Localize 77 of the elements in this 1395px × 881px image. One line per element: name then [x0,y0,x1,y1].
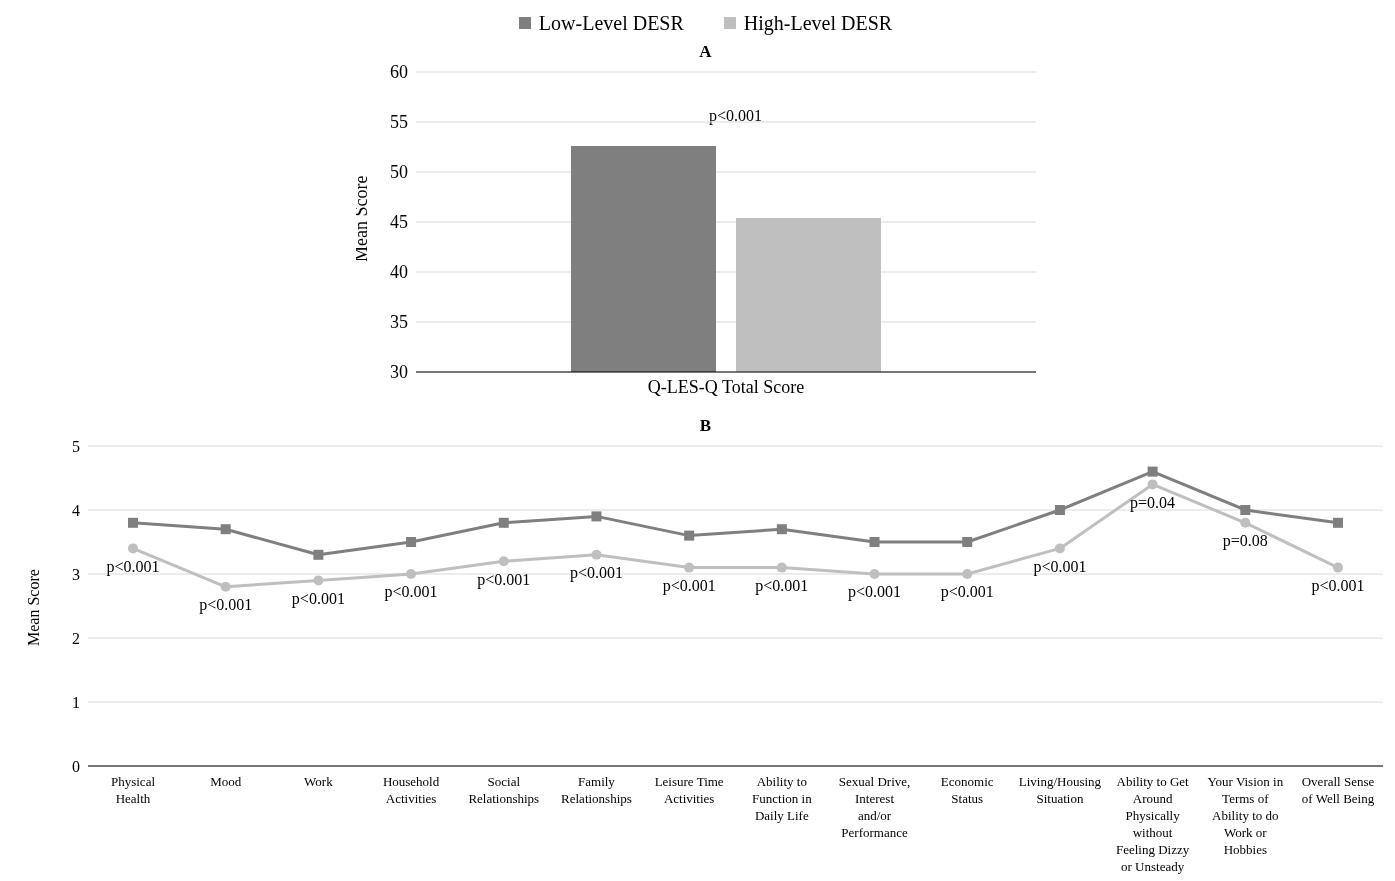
y-tick-label: 2 [72,629,80,647]
y-tick-label: 40 [389,262,408,283]
x-tick-label: Mood [210,774,242,789]
annotation: p=0.08 [1222,532,1268,551]
legend-label: Low-Level DESR [538,11,684,35]
y-tick-label: 0 [72,757,80,775]
annotation: p<0.001 [291,589,345,608]
y-axis-title: Mean Score [350,175,371,262]
y-tick-label: 45 [389,212,408,233]
x-tick-label: Economic Status [940,774,994,806]
y-tick-label: 4 [72,501,80,519]
x-tick-label: Ability to Get Around Physically without Feeling Dizzy or Unsteady [1115,774,1190,874]
annotation: p<0.001 [848,583,902,602]
point [1333,562,1343,573]
annotation: p<0.001 [384,583,438,602]
point [1054,543,1065,554]
x-tick-label: Physical Health [110,774,156,806]
y-tick-label: 30 [389,362,408,383]
point [313,549,324,560]
point [684,530,695,541]
x-tick-label: Ability to Function in Daily Life [752,774,813,823]
x-tick-label: Family Relationships [561,774,632,806]
x-tick-label: Social Relationships [468,774,540,806]
point [406,537,417,547]
point [128,543,138,554]
annotation: p<0.001 [569,564,623,583]
chart-title: B [699,416,712,436]
point [1054,505,1065,515]
annotation: p<0.001 [477,570,531,589]
x-tick-label: Work [304,774,334,789]
x-tick-label: Leisure Time Activities [654,774,724,806]
y-tick-label: 3 [72,565,80,583]
point [776,562,787,573]
annotation: p<0.001 [755,576,809,595]
point [1147,466,1158,477]
x-tick-label: Household Activities [382,774,440,806]
y-tick-label: 50 [389,162,408,183]
chart-title: A [699,42,712,62]
y-tick-label: 35 [389,312,408,333]
x-tick-label: Overall Sense of Well Being [1301,774,1375,806]
point [684,562,695,573]
x-tick-label: Living/Housing Situation [1018,774,1102,806]
x-tick-label: Q-LES-Q Total Score [647,376,804,397]
annotation: p<0.001 [1311,576,1365,595]
point [406,569,417,579]
point [313,575,324,586]
annotation: p<0.001 [106,557,160,576]
point [498,556,509,567]
x-tick-label: Sexual Drive, Interest and/or Performance [838,774,911,840]
point [128,517,138,528]
annotation: p=0.04 [1130,493,1176,512]
legend-label: High-Level DESR [743,11,893,35]
point [962,569,973,579]
annotation: p<0.001 [708,107,763,124]
point [869,537,880,547]
point [591,511,602,522]
point [962,537,973,547]
y-tick-label: 1 [72,693,80,711]
point [591,549,602,560]
y-axis-title: Mean Score [24,569,42,646]
point [869,569,880,579]
point [776,524,787,535]
annotation: p<0.001 [199,596,253,615]
point [220,524,231,535]
y-tick-label: 55 [389,112,408,133]
point [1333,517,1343,528]
point [1147,479,1158,490]
point [498,517,509,528]
point [220,581,231,592]
point [1240,517,1251,528]
y-tick-label: 5 [72,437,80,455]
point [1240,505,1251,515]
x-tick-label: Your Vision in Terms of Ability to do Work or Hobbies [1207,774,1284,857]
y-tick-label: 60 [389,62,408,83]
annotation: p<0.001 [1033,557,1087,576]
annotation: p<0.001 [662,576,716,595]
annotation: p<0.001 [940,583,994,602]
